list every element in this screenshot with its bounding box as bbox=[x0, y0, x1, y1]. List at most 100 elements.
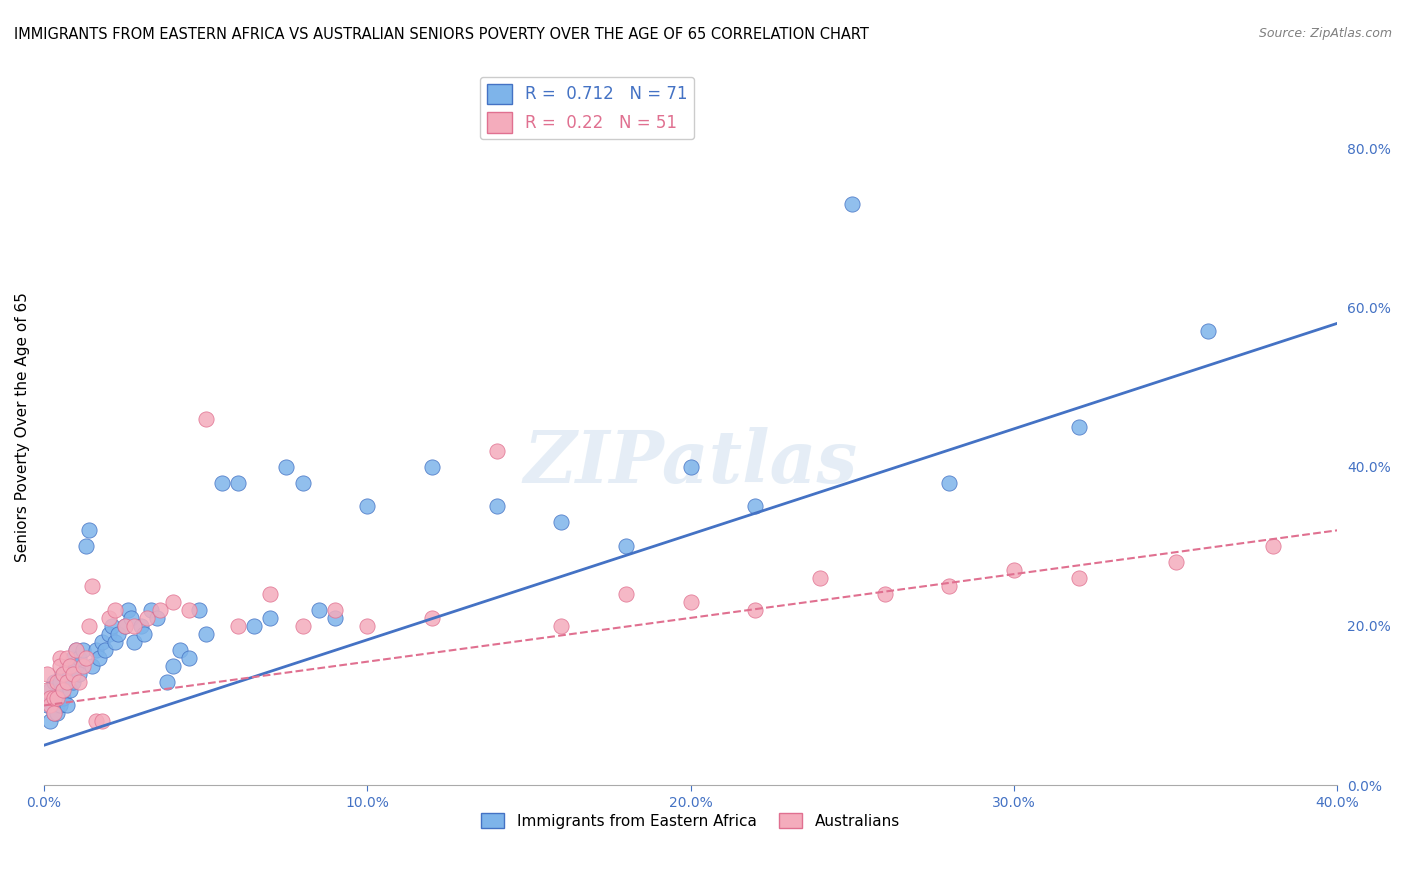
Point bbox=[179, 603, 201, 617]
Point bbox=[84, 714, 107, 729]
Point bbox=[39, 690, 62, 705]
Point bbox=[179, 650, 201, 665]
Point bbox=[550, 619, 572, 633]
Point bbox=[87, 650, 110, 665]
Point bbox=[62, 650, 84, 665]
Point bbox=[75, 539, 97, 553]
Point bbox=[77, 619, 100, 633]
Point bbox=[873, 587, 896, 601]
Point bbox=[49, 682, 72, 697]
Point bbox=[188, 603, 211, 617]
Point bbox=[259, 587, 281, 601]
Point bbox=[323, 611, 346, 625]
Point bbox=[259, 611, 281, 625]
Point bbox=[39, 698, 62, 713]
Point bbox=[55, 674, 77, 689]
Point bbox=[114, 619, 136, 633]
Point bbox=[37, 698, 59, 713]
Point bbox=[49, 658, 72, 673]
Point bbox=[1002, 563, 1025, 577]
Point bbox=[420, 459, 443, 474]
Point bbox=[124, 619, 146, 633]
Point bbox=[69, 666, 91, 681]
Point bbox=[194, 412, 217, 426]
Point bbox=[72, 642, 94, 657]
Point bbox=[614, 539, 637, 553]
Point bbox=[291, 475, 314, 490]
Point bbox=[156, 674, 179, 689]
Point bbox=[323, 603, 346, 617]
Point bbox=[52, 690, 75, 705]
Point bbox=[1164, 555, 1187, 569]
Point bbox=[101, 619, 124, 633]
Point bbox=[162, 658, 184, 673]
Point bbox=[65, 658, 87, 673]
Point bbox=[72, 658, 94, 673]
Point bbox=[744, 603, 766, 617]
Point bbox=[45, 706, 67, 721]
Point bbox=[55, 674, 77, 689]
Point bbox=[1197, 324, 1219, 338]
Point bbox=[136, 611, 159, 625]
Point bbox=[276, 459, 298, 474]
Point bbox=[65, 642, 87, 657]
Point bbox=[1261, 539, 1284, 553]
Point bbox=[1067, 571, 1090, 585]
Point bbox=[42, 690, 65, 705]
Point bbox=[291, 619, 314, 633]
Point bbox=[42, 674, 65, 689]
Point bbox=[117, 603, 139, 617]
Point bbox=[139, 603, 162, 617]
Point bbox=[52, 682, 75, 697]
Point bbox=[39, 682, 62, 697]
Point bbox=[808, 571, 831, 585]
Point bbox=[37, 666, 59, 681]
Point bbox=[114, 619, 136, 633]
Point bbox=[308, 603, 330, 617]
Point bbox=[485, 443, 508, 458]
Point bbox=[52, 682, 75, 697]
Point bbox=[52, 666, 75, 681]
Point bbox=[120, 611, 142, 625]
Point bbox=[162, 595, 184, 609]
Point bbox=[45, 674, 67, 689]
Text: IMMIGRANTS FROM EASTERN AFRICA VS AUSTRALIAN SENIORS POVERTY OVER THE AGE OF 65 : IMMIGRANTS FROM EASTERN AFRICA VS AUSTRA… bbox=[14, 27, 869, 42]
Point bbox=[55, 698, 77, 713]
Point bbox=[55, 650, 77, 665]
Point bbox=[744, 500, 766, 514]
Point bbox=[91, 634, 114, 648]
Point bbox=[938, 579, 960, 593]
Point bbox=[679, 459, 702, 474]
Point bbox=[49, 674, 72, 689]
Point bbox=[841, 197, 863, 211]
Point bbox=[82, 579, 104, 593]
Point bbox=[97, 611, 120, 625]
Y-axis label: Seniors Poverty Over the Age of 65: Seniors Poverty Over the Age of 65 bbox=[15, 292, 30, 562]
Point bbox=[59, 666, 82, 681]
Point bbox=[356, 619, 378, 633]
Legend: Immigrants from Eastern Africa, Australians: Immigrants from Eastern Africa, Australi… bbox=[475, 806, 905, 835]
Point bbox=[129, 619, 152, 633]
Point bbox=[42, 690, 65, 705]
Point bbox=[104, 603, 127, 617]
Point bbox=[82, 658, 104, 673]
Point bbox=[49, 698, 72, 713]
Point bbox=[226, 619, 249, 633]
Point bbox=[49, 650, 72, 665]
Point bbox=[614, 587, 637, 601]
Point bbox=[84, 642, 107, 657]
Text: Source: ZipAtlas.com: Source: ZipAtlas.com bbox=[1258, 27, 1392, 40]
Point bbox=[194, 627, 217, 641]
Point bbox=[77, 524, 100, 538]
Point bbox=[45, 690, 67, 705]
Point bbox=[1067, 419, 1090, 434]
Point bbox=[169, 642, 191, 657]
Point bbox=[91, 714, 114, 729]
Point bbox=[65, 642, 87, 657]
Point bbox=[211, 475, 233, 490]
Point bbox=[45, 690, 67, 705]
Text: ZIPatlas: ZIPatlas bbox=[523, 427, 858, 498]
Point bbox=[107, 627, 129, 641]
Point bbox=[75, 650, 97, 665]
Point bbox=[69, 650, 91, 665]
